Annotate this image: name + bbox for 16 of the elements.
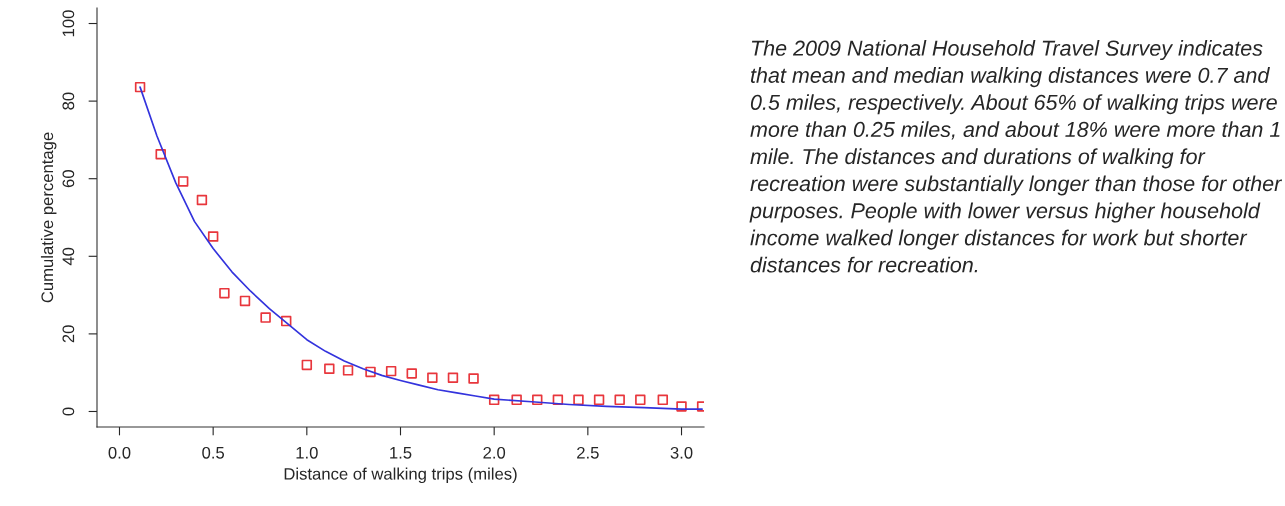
y-axis-title: Cumulative percentage xyxy=(40,132,57,303)
y-tick-label: 40 xyxy=(62,247,75,266)
text: The 2009 National Household Travel Survey indicates that mean and median walking distances were 0.7 and 0.5 miles, respectively. About 65% of walking trips were more than 0.25 miles, and about 18% were more than 1 mile. The distances and durations of walking for recreation were substantially longer than those for other purposes. People with lower versus higher household income walked longer distances for work but shorter distances for recreation. xyxy=(749,40,1283,273)
x-tick-label: 1.0 xyxy=(296,446,318,459)
y-tick-label: 20 xyxy=(62,325,75,343)
x-tick-label: 3.0 xyxy=(670,446,693,459)
x-tick-label: 0.0 xyxy=(108,446,131,459)
x-tick-label: 2.5 xyxy=(577,446,599,459)
y-tick-label: 100 xyxy=(62,10,75,37)
y-tick-label: 0 xyxy=(62,407,75,416)
y-tick-label: 80 xyxy=(62,92,75,110)
x-tick-label: 2.0 xyxy=(483,446,506,459)
y-tick-label: 60 xyxy=(62,170,75,188)
x-tick-label: 0.5 xyxy=(202,446,225,459)
x-tick-label: 1.5 xyxy=(390,447,412,459)
x-axis-title: Distance of walking trips (miles) xyxy=(284,467,517,484)
